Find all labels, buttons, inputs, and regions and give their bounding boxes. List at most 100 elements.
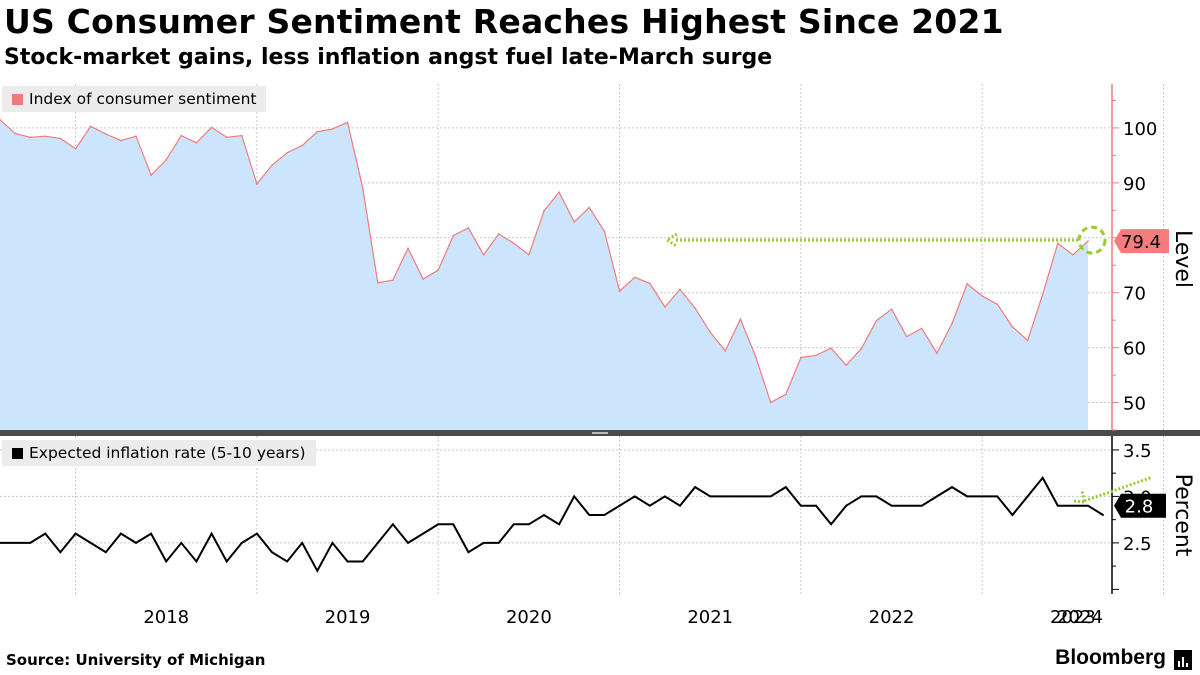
inflation-point [316, 569, 319, 572]
inflation-point [256, 532, 258, 535]
sentiment-point [800, 356, 802, 359]
y-tick-label-sentiment: 60 [1123, 339, 1146, 360]
sentiment-point [1011, 325, 1014, 328]
sentiment-point [1041, 293, 1044, 296]
inflation-point [1102, 514, 1104, 516]
sentiment-point [210, 126, 213, 129]
inflation-point [679, 504, 681, 507]
sentiment-point [754, 355, 757, 358]
sentiment-point [225, 136, 228, 139]
sentiment-point [1026, 339, 1029, 342]
legend-label-sentiment: Index of consumer sentiment [29, 90, 257, 108]
inflation-point [467, 551, 470, 554]
inflation-point [482, 542, 485, 544]
dotted-arrow-down-head [1073, 490, 1088, 504]
inflation-point [981, 495, 984, 498]
panel-divider-handle [592, 432, 608, 434]
sentiment-point [120, 139, 122, 142]
x-tick-label: 2018 [143, 607, 189, 628]
sentiment-point [905, 335, 908, 338]
inflation-point [709, 495, 712, 498]
inflation-point [815, 504, 817, 507]
x-tick-label: 2024 [1057, 607, 1103, 628]
last-value-label-inflation: 2.8 [1125, 497, 1154, 518]
inflation-point [346, 560, 349, 563]
inflation-point [1087, 504, 1089, 507]
inflation-point [180, 542, 183, 544]
sentiment-point [830, 347, 832, 350]
legend-label-inflation: Expected inflation rate (5-10 years) [29, 444, 306, 462]
sentiment-point [875, 319, 878, 322]
x-tick-label: 2021 [687, 607, 733, 628]
x-tick-label: 2023 [1050, 607, 1096, 628]
sentiment-point [588, 206, 591, 209]
sentiment-point [664, 306, 666, 308]
sentiment-point [724, 350, 727, 352]
sentiment-point [437, 269, 440, 272]
inflation-point [44, 532, 47, 535]
sentiment-point [528, 254, 530, 256]
sentiment-point [195, 142, 198, 144]
inflation-point [225, 560, 228, 563]
inflation-point [724, 495, 727, 498]
inflation-point [1056, 504, 1059, 507]
sentiment-point [981, 295, 983, 297]
inflation-point [664, 495, 666, 498]
y-axis-title-sentiment: Level [1170, 230, 1195, 288]
sentiment-point [271, 164, 273, 167]
inflation-point [800, 504, 802, 507]
legend-sentiment: Index of consumer sentiment [2, 86, 267, 112]
inflation-point [14, 542, 16, 544]
sentiment-point [543, 210, 545, 212]
inflation-point [966, 495, 968, 498]
inflation-point [407, 542, 409, 544]
sentiment-point [739, 318, 742, 320]
inflation-point [0, 542, 1, 544]
sentiment-point [558, 191, 560, 193]
sentiment-point [1057, 242, 1059, 245]
sentiment-point [452, 234, 455, 237]
sentiment-point [966, 283, 968, 285]
y-axis-title-inflation: Percent [1170, 474, 1195, 557]
inflation-point [89, 542, 92, 544]
inflation-point [301, 542, 304, 544]
highlight-circle [1077, 225, 1107, 255]
sentiment-point [74, 148, 77, 150]
inflation-point [528, 523, 530, 526]
sentiment-point [860, 347, 863, 350]
inflation-point [195, 560, 198, 563]
inflation-point [784, 486, 787, 488]
inflation-point [694, 486, 696, 488]
inflation-point [165, 560, 168, 563]
inflation-line [0, 476, 1104, 573]
sentiment-point [135, 135, 137, 137]
legend-swatch-sentiment [12, 93, 23, 105]
chart-subtitle: Stock-market gains, less inflation angst… [4, 45, 773, 70]
sentiment-point [497, 233, 500, 235]
inflation-point [830, 523, 832, 526]
inflation-point [135, 542, 137, 544]
inflation-point [120, 532, 122, 535]
sentiment-point [603, 230, 606, 232]
inflation-point [845, 504, 848, 507]
sentiment-point [573, 221, 575, 223]
inflation-point [1041, 476, 1044, 479]
y-tick-label-inflation: 2.5 [1123, 534, 1152, 555]
inflation-point [74, 532, 77, 535]
inflation-point [920, 504, 923, 507]
inflation-point [754, 495, 757, 498]
dotted-arrow-head [663, 232, 678, 248]
inflation-point [996, 495, 999, 498]
inflation-point [633, 495, 636, 498]
last-value-label-sentiment: 79.4 [1121, 232, 1161, 253]
inflation-point [512, 523, 515, 526]
sentiment-point [951, 322, 953, 325]
sentiment-point [1072, 254, 1074, 256]
inflation-point [240, 542, 243, 544]
y-tick-label-sentiment: 90 [1123, 174, 1146, 195]
sentiment-point [785, 393, 787, 396]
inflation-point [104, 551, 107, 554]
sentiment-point [44, 135, 47, 137]
